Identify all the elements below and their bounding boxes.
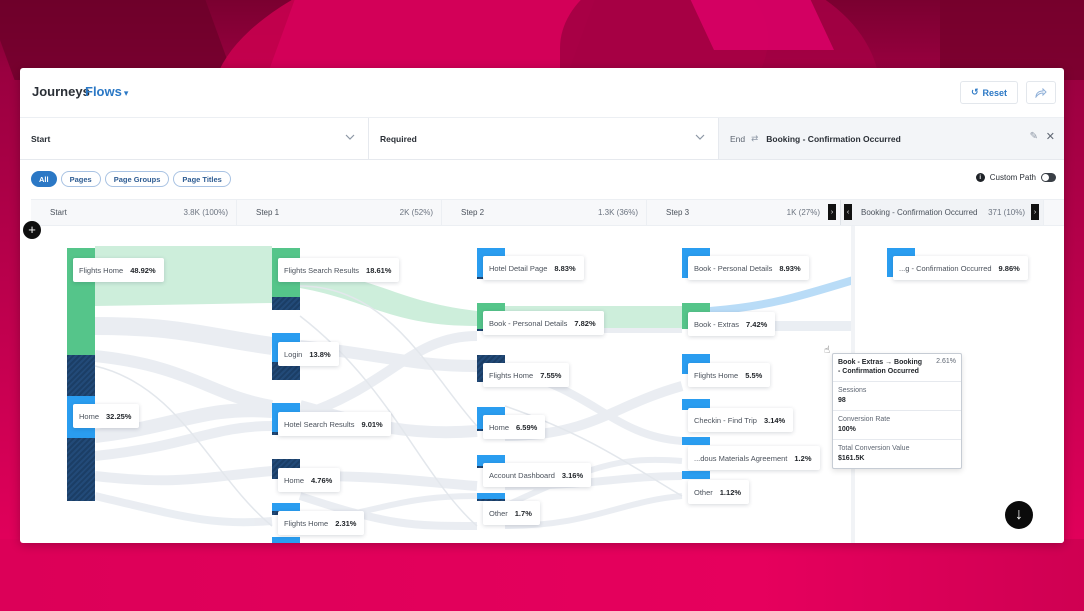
flow-node[interactable]	[272, 537, 300, 543]
node-label[interactable]: ...dous Materials Agreement 1.2%	[688, 446, 820, 470]
end-filter-value: Booking - Confirmation Occurred	[766, 133, 901, 144]
step-count: 371 (10%)	[988, 208, 1025, 217]
step-count: 3.8K (100%)	[183, 208, 229, 217]
step-header-step-2: Step 2 1.3K (36%)	[442, 200, 647, 225]
node-label[interactable]: Hotel Detail Page 8.83%	[483, 256, 584, 280]
view-selector-label: Flows	[85, 84, 122, 99]
step-name: Start	[50, 208, 67, 217]
tooltip-percent: 2.61%	[936, 358, 956, 365]
flow-node[interactable]	[682, 399, 710, 410]
node-label[interactable]: Flights Home 7.55%	[483, 363, 570, 387]
flow-canvas: Flights Home 48.92% Home 32.25% Flights Se…	[31, 226, 1064, 543]
page-title: Journeys	[32, 84, 90, 99]
step-name: Step 2	[461, 208, 485, 217]
pointer-cursor-icon: ☝	[824, 345, 831, 356]
tooltip-row-conversion-value: Total Conversion Value $161.5K	[838, 445, 910, 462]
node-label[interactable]: Book - Personal Details 8.93%	[688, 256, 809, 280]
custom-path-control: i Custom Path	[975, 173, 1056, 182]
chevron-down-icon: ▾	[123, 88, 129, 98]
chip-page-groups[interactable]: Page Groups	[104, 171, 170, 187]
node-label[interactable]: Home 4.76%	[278, 468, 341, 492]
step-header-step-1: Step 1 2K (52%)	[237, 200, 442, 225]
next-step-button[interactable]: ›	[828, 204, 836, 220]
chip-all[interactable]: All	[31, 171, 57, 187]
reset-label: Reset	[982, 87, 1008, 98]
end-filter-prefix: End	[730, 133, 746, 144]
required-filter-label: Required	[380, 133, 417, 144]
tooltip-row-conversion-rate: Conversion Rate 100%	[833, 411, 961, 440]
chevron-down-icon	[695, 134, 705, 140]
node-label[interactable]: Home 32.25%	[73, 404, 140, 428]
end-filter[interactable]: End ⇄ Booking - Confirmation Occurred ✎ …	[719, 118, 1064, 159]
chip-pages[interactable]: Pages	[60, 171, 101, 187]
start-filter-label: Start	[31, 133, 51, 144]
tooltip-title: Book - Extras → Booking - Confirmation O…	[838, 359, 923, 375]
step-header-start: Start 3.8K (100%)	[31, 200, 237, 225]
node-label[interactable]: Login 13.8%	[278, 342, 339, 366]
step-name: Booking - Confirmation Occurred	[861, 208, 978, 217]
tooltip-header: Book - Extras → Booking - Confirmation O…	[833, 354, 961, 382]
flow-node[interactable]	[682, 437, 710, 445]
page-header: Journeys Flows ▾ ↺ Reset	[20, 68, 1064, 118]
prev-step-button[interactable]: ‹	[844, 204, 852, 220]
node-label[interactable]: Flights Search Results 18.61%	[278, 258, 400, 282]
step-count: 2K (52%)	[399, 208, 433, 217]
node-label[interactable]: Account Dashboard 3.16%	[483, 463, 592, 487]
step-header-step-3: Step 3 1K (27%) ›	[647, 200, 840, 225]
reset-icon: ↺	[970, 87, 979, 97]
node-label[interactable]: Book - Personal Details 7.82%	[483, 311, 604, 335]
scroll-down-button[interactable]: ↓	[1005, 501, 1033, 529]
node-label[interactable]: Checkin - Find Trip 3.14%	[688, 408, 794, 432]
background-shape	[940, 0, 1084, 80]
add-step-button[interactable]: +	[23, 221, 41, 239]
link-tooltip: Book - Extras → Booking - Confirmation O…	[832, 353, 962, 469]
journeys-window: Journeys Flows ▾ ↺ Reset Start Required E…	[20, 68, 1064, 543]
swap-icon[interactable]: ⇄	[751, 133, 759, 143]
custom-path-label: Custom Path	[989, 173, 1036, 182]
node-label[interactable]: Home 6.59%	[483, 415, 546, 439]
step-count: 1K (27%)	[786, 208, 820, 217]
node-label[interactable]: Flights Home 2.31%	[278, 511, 365, 535]
start-filter-dropdown[interactable]: Start	[20, 118, 369, 159]
next-step-button[interactable]: ›	[1031, 204, 1039, 220]
chip-page-titles[interactable]: Page Titles	[173, 171, 231, 187]
flow-node[interactable]	[67, 396, 95, 501]
reset-button[interactable]: ↺ Reset	[960, 81, 1018, 104]
arrow-down-icon: ↓	[1015, 506, 1023, 523]
node-label[interactable]: Book - Extras 7.42%	[688, 312, 776, 336]
view-selector[interactable]: Flows ▾	[85, 84, 128, 99]
node-label[interactable]: Flights Home 5.5%	[688, 363, 771, 387]
node-label[interactable]: Hotel Search Results 9.01%	[278, 412, 391, 436]
flow-node[interactable]	[477, 493, 505, 501]
chevron-down-icon	[345, 134, 355, 140]
share-icon	[1035, 87, 1047, 98]
edit-icon[interactable]: ✎	[1029, 131, 1038, 142]
info-icon[interactable]: i	[975, 173, 985, 182]
node-label[interactable]: Other 1.7%	[483, 501, 540, 525]
custom-path-toggle[interactable]	[1041, 173, 1056, 182]
step-name: Step 1	[256, 208, 280, 217]
background-band	[0, 539, 1084, 611]
step-header-row: Start 3.8K (100%) Step 1 2K (52%) Step 2…	[31, 199, 1064, 226]
tooltip-row-sessions: Sessions 98	[833, 382, 961, 411]
required-filter-dropdown[interactable]: Required	[369, 118, 719, 159]
node-label[interactable]: Flights Home 48.92%	[73, 258, 164, 282]
node-label[interactable]: Other 1.12%	[688, 480, 750, 504]
close-icon[interactable]: ✕	[1045, 131, 1055, 143]
step-count: 1.3K (36%)	[597, 208, 638, 217]
share-button[interactable]	[1026, 81, 1056, 104]
step-name: Step 3	[666, 208, 690, 217]
step-header-end: ‹ Booking - Confirmation Occurred 371 (1…	[840, 200, 1044, 225]
path-filters: Start Required End ⇄ Booking - Confirmat…	[20, 118, 1064, 160]
node-type-chips: All Pages Page Groups Page Titles	[31, 171, 231, 187]
flow-node[interactable]	[682, 471, 710, 479]
node-label[interactable]: ...g - Confirmation Occurred 9.86%	[893, 256, 1028, 280]
